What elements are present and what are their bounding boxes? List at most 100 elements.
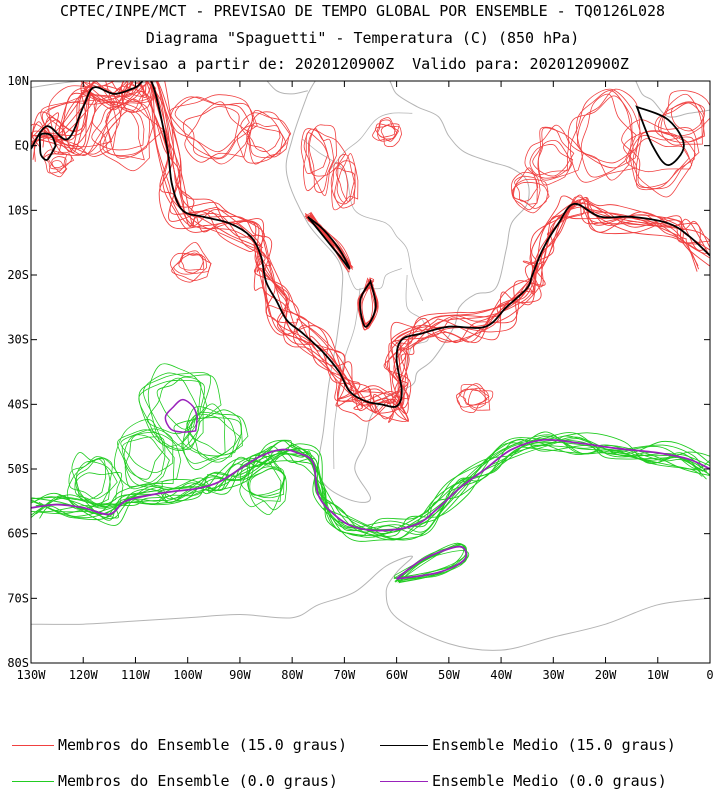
- coastline-antarctica: [31, 555, 710, 651]
- y-tick-label: 30S: [7, 333, 29, 347]
- member-15-contour: [31, 81, 710, 413]
- chart-title-line-2: Diagrama "Spaguetti" - Temperatura (C) (…: [145, 29, 580, 47]
- member-15-contour: [58, 82, 118, 157]
- member-0-contour: [156, 376, 202, 430]
- member-15-contour: [467, 387, 491, 411]
- member-15-contour: [40, 95, 115, 148]
- member-15-contour: [51, 156, 67, 174]
- member-15-contour: [302, 132, 331, 192]
- x-tick-label: 20W: [595, 668, 617, 682]
- y-tick-label: 10S: [7, 203, 29, 217]
- legend-swatch-mean-0: [380, 781, 428, 782]
- ensemble-members-0-layer: [31, 363, 710, 584]
- mean-15-contour-chaco: [359, 278, 377, 328]
- member-15-contour: [377, 119, 400, 142]
- axis-tick-labels: 130W 120W 110W 100W 90W 80W 70W 60W 50W 40W 30W 20W…: [7, 74, 713, 682]
- member-15-contour: [47, 153, 67, 168]
- member-15-contour: [359, 279, 375, 331]
- plot-frame: [30, 80, 711, 664]
- x-tick-label: 0: [706, 668, 713, 682]
- member-15-contour: [31, 82, 709, 421]
- member-0-contour: [121, 436, 166, 483]
- member-0-contour: [247, 468, 285, 499]
- member-0-contour: [394, 550, 470, 583]
- member-0-contour: [31, 444, 704, 537]
- mean-15-contour-small: [38, 132, 57, 161]
- member-15-contour: [34, 81, 698, 422]
- member-15-contour: [511, 171, 541, 211]
- x-tick-label: 70W: [334, 668, 356, 682]
- axis-ticks: [30, 80, 711, 664]
- member-0-contour: [31, 434, 702, 530]
- member-15-contour: [303, 128, 347, 177]
- member-15-contour: [46, 101, 122, 155]
- mean-0-contour-weddell: [396, 545, 468, 580]
- ensemble-mean-layer: [31, 81, 710, 580]
- member-15-contour: [569, 88, 643, 183]
- member-0-contour: [240, 452, 287, 497]
- member-15-contour: [31, 81, 710, 412]
- mean-15-contour: [31, 81, 710, 408]
- member-0-contour: [143, 372, 222, 451]
- member-15-contour: [567, 95, 634, 164]
- member-15-contour: [456, 383, 490, 408]
- member-15-contour: [657, 102, 706, 143]
- coastline-central-america: [31, 81, 308, 95]
- legend-swatch-member-15: [12, 745, 54, 746]
- country-border-0: [302, 138, 424, 302]
- member-15-contour: [33, 81, 710, 414]
- member-15-contour: [330, 167, 356, 205]
- legend-label-member-15: Membros do Ensemble (15.0 graus): [58, 736, 347, 754]
- member-15-contour: [663, 90, 710, 137]
- member-15-contour: [458, 388, 494, 406]
- member-15-contour: [308, 127, 335, 193]
- y-tick-label: 60S: [7, 527, 29, 541]
- member-15-contour: [91, 100, 165, 156]
- mean-15-contour-atlantic: [635, 105, 685, 167]
- member-0-contour: [138, 379, 205, 450]
- member-15-contour: [31, 81, 710, 407]
- member-0-contour: [123, 434, 170, 488]
- member-15-contour: [380, 124, 403, 148]
- member-15-contour: [529, 144, 574, 176]
- member-15-contour: [171, 242, 212, 282]
- member-15-contour: [532, 126, 575, 177]
- member-0-contour: [120, 428, 174, 474]
- country-border-4: [328, 112, 413, 172]
- member-15-contour: [31, 81, 706, 415]
- member-0-contour: [138, 372, 212, 451]
- member-0-contour: [113, 419, 175, 487]
- member-15-contour: [576, 90, 633, 181]
- member-0-contour: [239, 454, 282, 508]
- y-tick-label: 70S: [7, 591, 29, 605]
- member-0-contour: [35, 438, 703, 535]
- member-15-contour: [335, 160, 356, 202]
- x-tick-label: 40W: [490, 668, 512, 682]
- member-0-contour: [124, 432, 182, 490]
- member-15-contour: [514, 175, 539, 202]
- x-tick-label: 30W: [542, 668, 564, 682]
- x-tick-label: 50W: [438, 668, 460, 682]
- x-tick-label: 100W: [173, 668, 203, 682]
- y-tick-label: 80S: [7, 656, 29, 670]
- member-15-contour: [31, 89, 710, 420]
- legend-label-member-0: Membros do Ensemble (0.0 graus): [58, 772, 338, 790]
- member-15-contour: [632, 138, 693, 198]
- member-15-contour: [334, 154, 356, 209]
- member-15-contour: [621, 119, 700, 190]
- x-tick-label: 60W: [386, 668, 408, 682]
- member-0-contour: [187, 403, 226, 461]
- x-tick-label: 90W: [229, 668, 251, 682]
- member-15-contour: [376, 117, 396, 138]
- member-15-contour: [580, 93, 637, 178]
- member-15-contour: [463, 383, 486, 409]
- x-tick-label: 110W: [121, 668, 151, 682]
- x-tick-label: 10W: [647, 668, 669, 682]
- x-tick-label: 130W: [17, 668, 47, 682]
- member-15-contour: [513, 167, 538, 205]
- member-15-contour: [41, 99, 112, 156]
- member-0-contour: [182, 406, 237, 470]
- ensemble-members-15-layer: [31, 81, 710, 423]
- chart-title-line-3: Previsao a partir de: 2020120900Z Valido…: [96, 55, 629, 73]
